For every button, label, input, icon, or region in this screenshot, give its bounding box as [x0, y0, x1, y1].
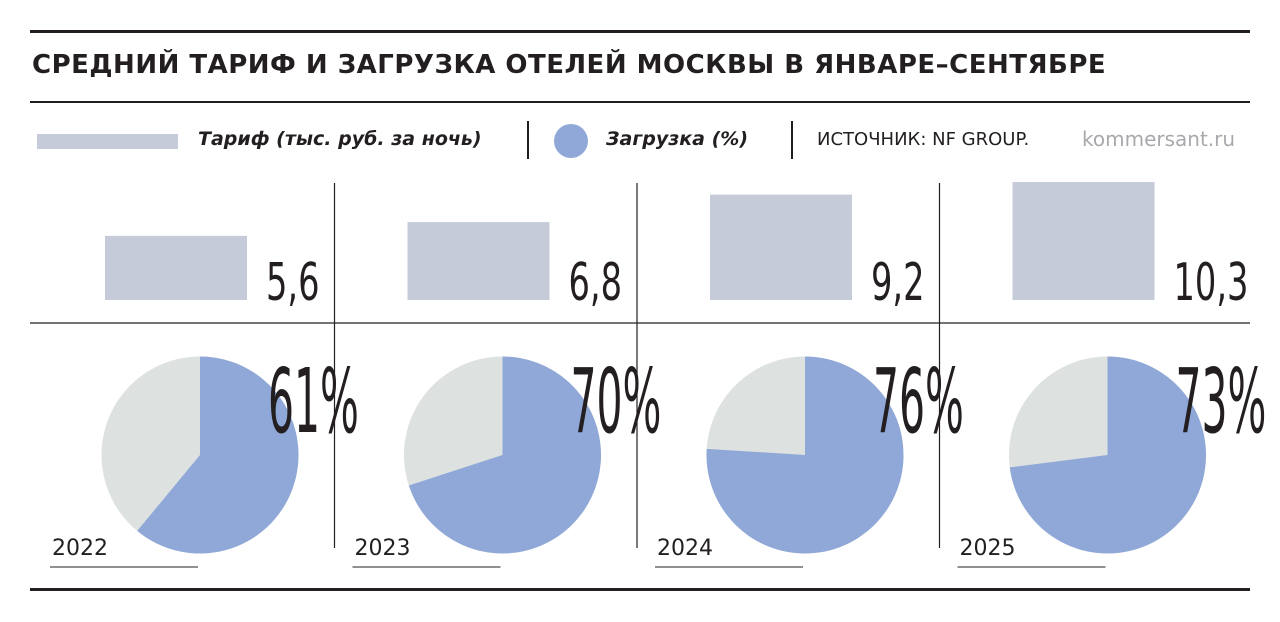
tariff-bar-2022 [105, 235, 247, 300]
tariff-value-2024: 9,2 [871, 252, 925, 313]
occupancy-value-2022: 61% [268, 351, 359, 454]
legend-tariff-swatch [37, 134, 178, 149]
tariff-bar-2025 [1012, 182, 1155, 300]
year-label-2022: 2022 [52, 536, 108, 561]
legend-occupancy-swatch [554, 124, 588, 158]
source-separator [791, 121, 793, 159]
occupancy-value-2025: 73% [1176, 351, 1267, 454]
bottom-rule [30, 588, 1250, 591]
site-credit: kommersant.ru [1082, 127, 1236, 151]
occupancy-value-2024: 76% [873, 351, 964, 454]
year-label-2025: 2025 [960, 536, 1016, 561]
legend-occupancy-label: Загрузка (%) [606, 128, 749, 150]
occupancy-slice-2023 [408, 356, 601, 554]
tariff-value-2023: 6,8 [569, 252, 623, 313]
tariff-bar-2023 [407, 222, 550, 300]
occupancy-slice-2022 [137, 356, 299, 554]
legend-tariff-label: Тариф (тыс. руб. за ночь) [198, 128, 482, 150]
year-label-2024: 2024 [657, 536, 713, 561]
tariff-bar-2024 [710, 194, 852, 300]
chart-title: СРЕДНИЙ ТАРИФ И ЗАГРУЗКА ОТЕЛЕЙ МОСКВЫ В… [32, 50, 1107, 80]
year-label-2023: 2023 [355, 536, 411, 561]
occupancy-value-2023: 70% [571, 351, 662, 454]
occupancy-slice-2025 [1009, 356, 1207, 554]
top-rule [30, 30, 1250, 33]
source-note: ИСТОЧНИК: NF GROUP. [817, 129, 1030, 150]
occupancy-slice-2024 [706, 356, 904, 554]
legend-separator [527, 121, 529, 159]
tariff-value-2022: 5,6 [266, 252, 320, 313]
tariff-value-2025: 10,3 [1174, 252, 1249, 313]
title-underline [30, 101, 1250, 103]
